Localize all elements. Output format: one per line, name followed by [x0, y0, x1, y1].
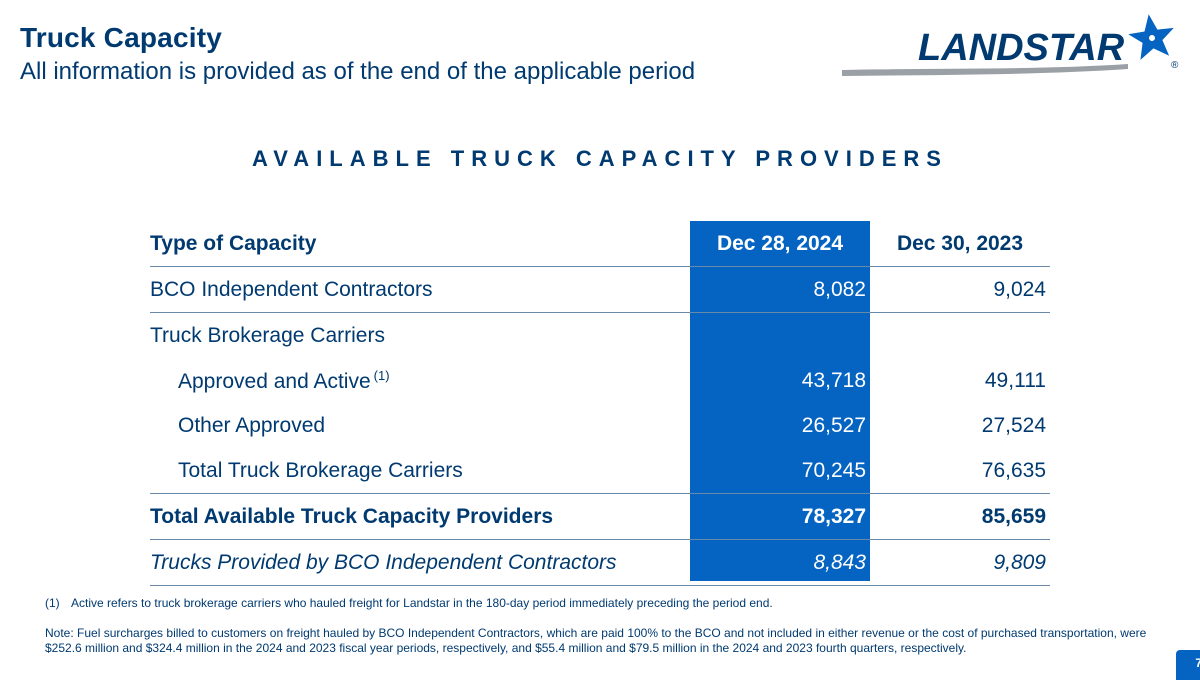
row-label: BCO Independent Contractors [150, 266, 690, 313]
footnote: (1) Active refers to truck brokerage carr… [45, 596, 773, 610]
footnote-ref: (1) [373, 367, 390, 383]
row-label: Total Available Truck Capacity Providers [150, 493, 690, 540]
row-label: Approved and Active [178, 369, 371, 393]
footnote-marker: (1) [45, 596, 60, 610]
capacity-table: Type of Capacity Dec 28, 2024 Dec 30, 20… [150, 221, 1050, 586]
value-2023: 9,024 [870, 266, 1050, 313]
page-title: Truck Capacity [20, 22, 222, 53]
row-label: Trucks Provided by BCO Independent Contr… [150, 539, 690, 586]
landstar-logo: LANDSTAR ® [842, 14, 1179, 76]
table-row: BCO Independent Contractors 8,082 9,024 [150, 266, 1050, 313]
table-row: Total Truck Brokerage Carriers 70,245 76… [150, 448, 1050, 494]
page-number: 7 [1195, 656, 1200, 670]
header-dec-2024: Dec 28, 2024 [690, 221, 870, 267]
logo-swoosh [842, 64, 1128, 76]
logo-wordmark: LANDSTAR [918, 27, 1125, 69]
star-icon [1128, 14, 1174, 60]
table-row: Other Approved 26,527 27,524 [150, 403, 1050, 448]
table-row-total: Total Available Truck Capacity Providers… [150, 493, 1050, 540]
value-2023: 76,635 [870, 448, 1050, 494]
table-row: Truck Brokerage Carriers [150, 313, 1050, 359]
value-2023: 27,524 [981, 413, 1046, 437]
table-header-row: Type of Capacity Dec 28, 2024 Dec 30, 20… [150, 221, 1050, 267]
header-dec-2023: Dec 30, 2023 [870, 221, 1050, 267]
value-2024 [690, 313, 870, 359]
value-2024: 43,718 [801, 368, 866, 392]
note-text: Note: Fuel surcharges billed to customer… [45, 626, 1147, 655]
value-2023: 49,111 [984, 368, 1046, 392]
value-2024: 70,245 [690, 448, 870, 494]
row-label: Total Truck Brokerage Carriers [150, 448, 690, 494]
page-number-tab: 7 [1176, 650, 1200, 680]
registered-mark: ® [1171, 60, 1179, 71]
table-row: Approved and Active (1) 43,718 49,111 [150, 358, 1050, 403]
footnote-text: Active refers to truck brokerage carrier… [71, 596, 773, 610]
value-2024: 8,843 [690, 539, 870, 586]
table-row: Trucks Provided by BCO Independent Contr… [150, 539, 1050, 586]
row-label: Truck Brokerage Carriers [150, 323, 385, 347]
row-label-cell: Approved and Active (1) [150, 358, 690, 403]
value-2023: 9,809 [870, 539, 1050, 586]
value-2024: 8,082 [690, 266, 870, 313]
value-2024: 26,527 [801, 413, 866, 437]
value-2023: 85,659 [870, 493, 1050, 540]
row-label: Other Approved [178, 413, 326, 437]
header-type: Type of Capacity [150, 221, 690, 267]
value-2024: 78,327 [690, 493, 870, 540]
page-subtitle: All information is provided as of the en… [20, 58, 696, 85]
value-2023 [870, 313, 1050, 359]
section-heading: AVAILABLE TRUCK CAPACITY PROVIDERS [252, 146, 948, 171]
